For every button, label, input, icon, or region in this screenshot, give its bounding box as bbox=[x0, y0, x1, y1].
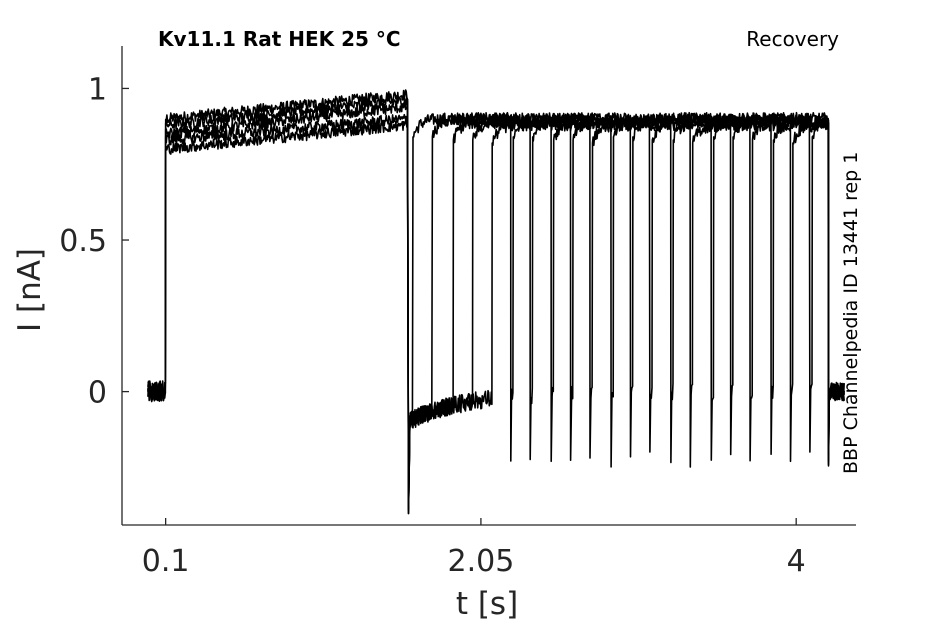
plot-area bbox=[147, 89, 845, 515]
y-tick-label: 0.5 bbox=[59, 224, 107, 259]
y-ticks: 00.51 bbox=[59, 72, 129, 411]
current-trace bbox=[147, 89, 845, 515]
x-axis-label: t [s] bbox=[456, 586, 518, 622]
x-ticks: 0.1 2.05 4 bbox=[142, 518, 806, 579]
current-trace bbox=[147, 113, 845, 515]
chart-title: Kv11.1 Rat HEK 25 °C bbox=[158, 27, 401, 51]
current-trace bbox=[147, 100, 845, 511]
y-tick-label: 0 bbox=[88, 376, 107, 411]
source-note: BBP Channelpedia ID 13441 rep 1 bbox=[840, 152, 862, 474]
x-tick-label: 2.05 bbox=[448, 544, 515, 579]
current-traces bbox=[147, 89, 845, 515]
current-trace bbox=[147, 118, 845, 508]
y-axis-label: I [nA] bbox=[12, 248, 48, 332]
protocol-label: Recovery bbox=[746, 27, 839, 51]
current-trace bbox=[147, 96, 845, 512]
axes: 0.1 2.05 4 00.51 bbox=[59, 46, 856, 579]
y-tick-label: 1 bbox=[88, 72, 107, 107]
x-tick-label: 4 bbox=[787, 544, 806, 579]
x-tick-label: 0.1 bbox=[142, 544, 190, 579]
